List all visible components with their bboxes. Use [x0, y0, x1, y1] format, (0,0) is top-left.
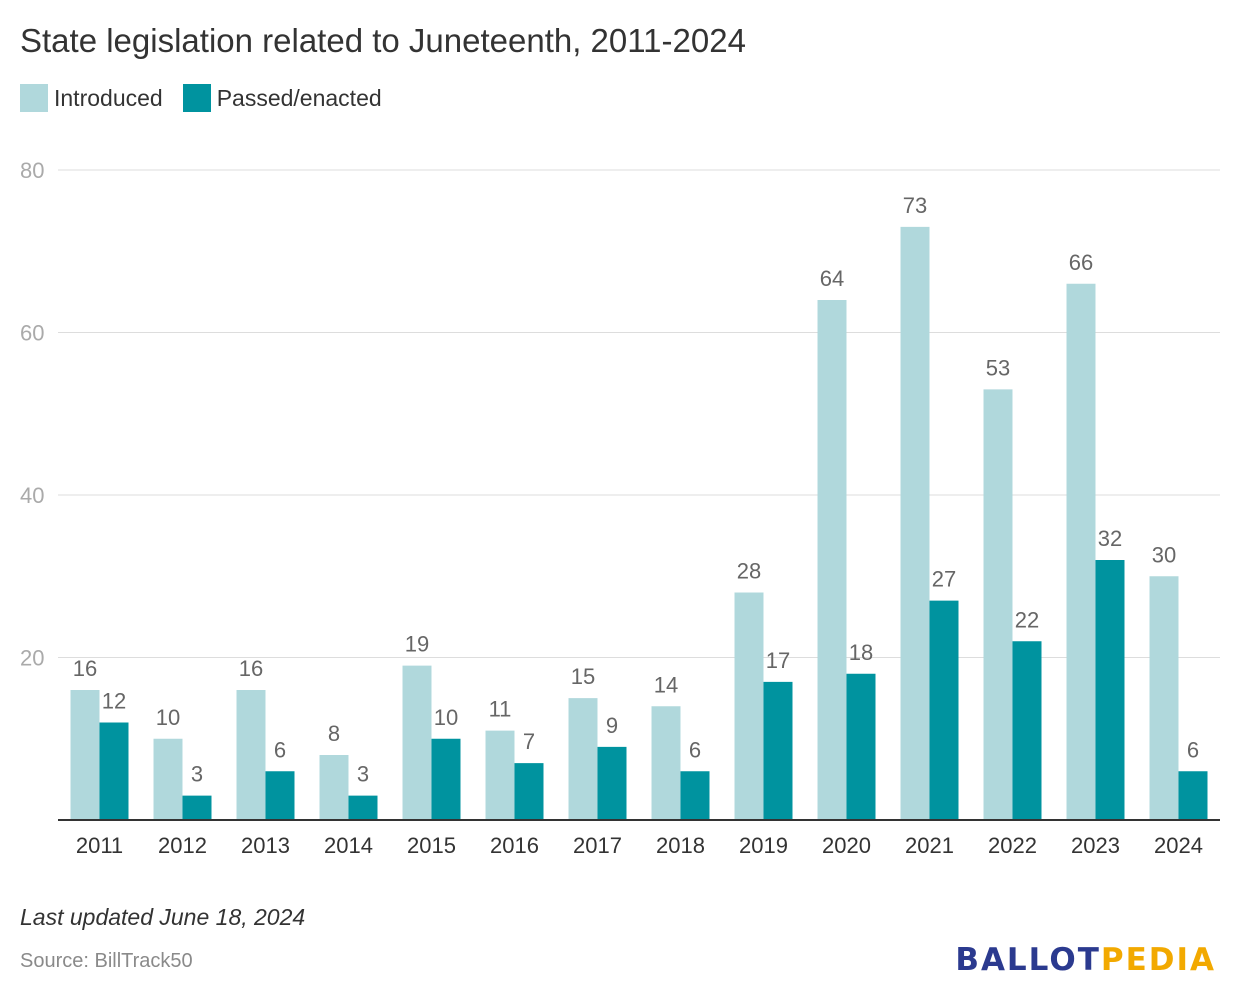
bar-introduced	[236, 690, 266, 820]
x-tick-label: 2012	[158, 833, 207, 858]
data-label-passed: 3	[357, 762, 369, 787]
bar-passed	[431, 738, 461, 820]
bar-introduced	[734, 592, 764, 820]
data-label-passed: 12	[102, 689, 126, 714]
bar-introduced	[485, 730, 515, 820]
legend-swatch-passed	[182, 84, 211, 112]
data-label-introduced: 30	[1152, 542, 1176, 567]
x-tick-label: 2011	[76, 833, 123, 858]
x-tick-label: 2018	[656, 833, 705, 858]
x-tick-label: 2024	[1154, 833, 1203, 858]
x-tick-label: 2020	[822, 833, 871, 858]
bar-passed	[514, 763, 544, 820]
bar-passed	[1095, 560, 1125, 820]
x-tick-label: 2013	[241, 833, 290, 858]
data-label-introduced: 16	[239, 656, 263, 681]
x-tick-label: 2016	[490, 833, 539, 858]
x-tick-label: 2015	[407, 833, 456, 858]
bar-passed	[182, 795, 212, 820]
x-tick-label: 2021	[905, 833, 954, 858]
bar-introduced	[983, 389, 1013, 820]
bar-passed	[846, 673, 876, 820]
x-tick-label: 2017	[573, 833, 622, 858]
bar-passed	[680, 771, 710, 820]
legend-item-passed: Passed/enacted	[182, 84, 382, 112]
data-label-passed: 27	[932, 567, 956, 592]
x-tick-label: 2014	[324, 833, 373, 858]
data-label-passed: 6	[274, 737, 286, 762]
data-label-introduced: 16	[73, 656, 97, 681]
bar-passed	[763, 681, 793, 820]
data-label-passed: 10	[434, 705, 458, 730]
data-label-introduced: 14	[654, 672, 678, 697]
data-label-passed: 6	[1187, 737, 1199, 762]
bar-passed	[929, 600, 959, 820]
bar-passed	[99, 722, 129, 820]
x-tick-label: 2019	[739, 833, 788, 858]
data-label-passed: 7	[523, 729, 535, 754]
data-label-passed: 22	[1015, 607, 1039, 632]
bar-chart: 2040608016122011103201216620138320141910…	[20, 158, 1220, 858]
data-label-passed: 9	[606, 713, 618, 738]
x-tick-label: 2023	[1071, 833, 1120, 858]
data-label-introduced: 53	[986, 355, 1010, 380]
bar-introduced	[817, 300, 847, 820]
data-label-introduced: 15	[571, 664, 595, 689]
data-label-passed: 32	[1098, 526, 1122, 551]
data-label-passed: 17	[766, 648, 790, 673]
bar-introduced	[900, 226, 930, 820]
data-label-introduced: 8	[328, 721, 340, 746]
logo-part-1: BALLOT	[955, 942, 1101, 978]
legend-item-introduced: Introduced	[20, 84, 163, 112]
bar-introduced	[402, 665, 432, 820]
bar-introduced	[651, 706, 681, 820]
y-tick-label: 40	[20, 483, 44, 508]
data-label-introduced: 19	[405, 632, 429, 657]
bar-passed	[1012, 641, 1042, 820]
data-label-passed: 6	[689, 737, 701, 762]
legend-label-introduced: Introduced	[54, 84, 163, 111]
bar-passed	[597, 746, 627, 820]
logo-part-2: PEDIA	[1100, 942, 1216, 978]
bar-introduced	[70, 690, 100, 820]
data-label-introduced: 10	[156, 705, 180, 730]
data-label-introduced: 28	[737, 559, 761, 584]
bar-introduced	[1066, 283, 1096, 820]
data-label-passed: 18	[849, 640, 873, 665]
bar-passed	[348, 795, 378, 820]
data-label-introduced: 11	[489, 697, 512, 722]
data-label-passed: 3	[191, 762, 203, 787]
bar-passed	[265, 771, 295, 820]
bar-passed	[1178, 771, 1208, 820]
bar-introduced	[568, 698, 598, 820]
source-note: Source: BillTrack50	[20, 950, 193, 972]
data-label-introduced: 64	[820, 266, 844, 291]
y-tick-label: 20	[20, 646, 44, 671]
data-label-introduced: 73	[903, 193, 927, 218]
ballotpedia-logo: BALLOTPEDIA	[955, 942, 1216, 978]
chart-title: State legislation related to Juneteenth,…	[20, 22, 746, 59]
last-updated-note: Last updated June 18, 2024	[20, 904, 306, 930]
x-tick-label: 2022	[988, 833, 1037, 858]
bar-introduced	[319, 755, 349, 820]
y-tick-label: 80	[20, 158, 44, 183]
legend-swatch-introduced	[20, 84, 48, 112]
data-label-introduced: 66	[1069, 250, 1093, 275]
bar-introduced	[153, 738, 183, 820]
y-tick-label: 60	[20, 321, 44, 346]
bar-introduced	[1149, 576, 1179, 820]
legend: Introduced Passed/enacted	[20, 84, 402, 112]
legend-label-passed: Passed/enacted	[216, 84, 382, 111]
